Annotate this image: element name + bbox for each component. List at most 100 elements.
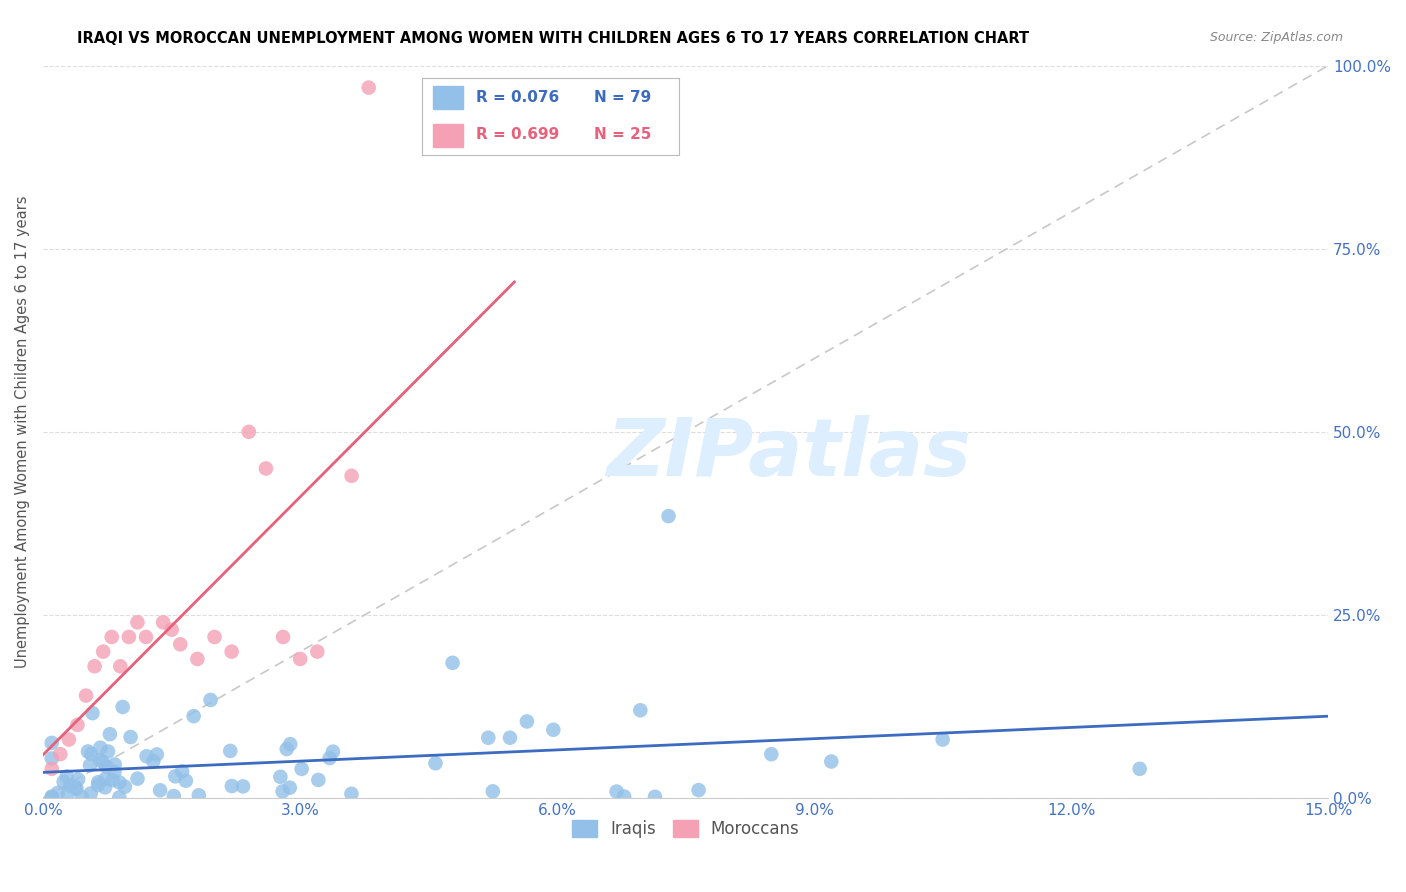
- Point: [307, 645, 329, 659]
- Point: [104, 757, 127, 772]
- Point: [59, 779, 82, 793]
- Text: Source: ZipAtlas.com: Source: ZipAtlas.com: [1209, 31, 1343, 45]
- Text: IRAQI VS MOROCCAN UNEMPLOYMENT AMONG WOMEN WITH CHILDREN AGES 6 TO 17 YEARS CORR: IRAQI VS MOROCCAN UNEMPLOYMENT AMONG WOM…: [77, 31, 1029, 46]
- Point: [97, 744, 120, 758]
- Point: [103, 764, 125, 779]
- Point: [269, 770, 291, 784]
- Point: [41, 789, 63, 804]
- Point: [41, 751, 63, 765]
- Point: [108, 775, 131, 789]
- Point: [110, 659, 132, 673]
- Text: ZIPatlas: ZIPatlas: [606, 415, 972, 493]
- Point: [80, 787, 103, 801]
- Point: [114, 780, 136, 794]
- Point: [77, 744, 100, 758]
- Point: [318, 751, 340, 765]
- Point: [83, 659, 105, 673]
- Point: [221, 779, 243, 793]
- Point: [120, 730, 142, 744]
- Point: [174, 773, 197, 788]
- Point: [160, 623, 183, 637]
- Point: [65, 780, 87, 795]
- Point: [307, 772, 329, 787]
- Point: [91, 755, 114, 769]
- Point: [87, 775, 110, 789]
- Point: [688, 783, 710, 797]
- Point: [163, 789, 186, 803]
- Point: [425, 756, 447, 771]
- Point: [221, 645, 243, 659]
- Point: [254, 461, 277, 475]
- Point: [80, 747, 103, 761]
- Point: [58, 732, 80, 747]
- Point: [172, 764, 194, 779]
- Point: [75, 689, 97, 703]
- Point: [56, 787, 79, 801]
- Point: [108, 790, 131, 805]
- Point: [1129, 762, 1152, 776]
- Point: [628, 703, 651, 717]
- Point: [340, 468, 363, 483]
- Point: [41, 762, 63, 776]
- Point: [135, 749, 157, 764]
- Point: [89, 753, 111, 767]
- Point: [127, 615, 149, 630]
- Point: [96, 759, 118, 773]
- Point: [91, 645, 114, 659]
- Point: [761, 747, 783, 762]
- Point: [98, 727, 121, 741]
- Point: [87, 778, 110, 792]
- Point: [186, 652, 208, 666]
- Point: [66, 718, 89, 732]
- Point: [290, 652, 312, 666]
- Point: [441, 656, 464, 670]
- Point: [79, 758, 101, 772]
- Point: [204, 630, 226, 644]
- Point: [169, 637, 191, 651]
- Point: [100, 630, 122, 644]
- Point: [49, 747, 72, 762]
- Point: [357, 80, 380, 95]
- Point: [278, 780, 301, 795]
- Point: [127, 772, 149, 786]
- Point: [477, 731, 499, 745]
- Point: [67, 772, 90, 787]
- Point: [644, 789, 666, 804]
- Point: [183, 709, 205, 723]
- Point: [606, 784, 628, 798]
- Point: [46, 786, 69, 800]
- Point: [101, 772, 124, 787]
- Point: [146, 747, 169, 762]
- Point: [276, 742, 298, 756]
- Point: [482, 784, 505, 798]
- Point: [65, 781, 87, 796]
- Point: [94, 772, 117, 787]
- Point: [55, 770, 77, 784]
- Point: [82, 706, 104, 720]
- Point: [291, 762, 314, 776]
- Point: [232, 780, 254, 794]
- Point: [94, 780, 117, 795]
- Point: [111, 700, 134, 714]
- Point: [238, 425, 260, 439]
- Point: [820, 755, 842, 769]
- Point: [118, 630, 141, 644]
- Point: [135, 630, 157, 644]
- Point: [278, 737, 301, 751]
- Point: [271, 784, 294, 798]
- Point: [52, 774, 75, 789]
- Point: [89, 740, 111, 755]
- Point: [70, 789, 93, 804]
- Point: [41, 736, 63, 750]
- Point: [657, 509, 679, 524]
- Point: [613, 789, 636, 804]
- Y-axis label: Unemployment Among Women with Children Ages 6 to 17 years: Unemployment Among Women with Children A…: [15, 195, 30, 668]
- Point: [271, 630, 294, 644]
- Point: [165, 769, 187, 783]
- Point: [152, 615, 174, 630]
- Legend: Iraqis, Moroccans: Iraqis, Moroccans: [565, 814, 806, 845]
- Point: [149, 783, 172, 797]
- Point: [516, 714, 538, 729]
- Point: [41, 790, 63, 805]
- Point: [187, 789, 209, 803]
